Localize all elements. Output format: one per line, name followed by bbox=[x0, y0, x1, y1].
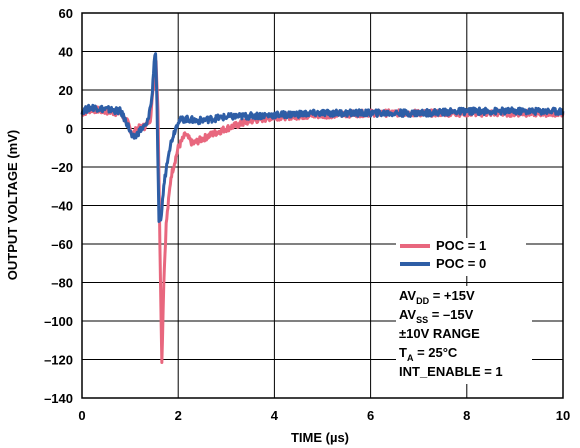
y-tick-label: –100 bbox=[44, 314, 73, 329]
x-tick-label: 6 bbox=[367, 408, 374, 423]
series-line-2 bbox=[80, 52, 565, 223]
x-tick-label: 10 bbox=[556, 408, 570, 423]
annotation-line: AVDD = +15V bbox=[399, 288, 475, 306]
x-tick-label: 2 bbox=[175, 408, 182, 423]
y-tick-label: –60 bbox=[51, 237, 73, 252]
annotation-line: TA = 25°C bbox=[399, 345, 458, 363]
y-tick-label: 20 bbox=[59, 83, 73, 98]
x-tick-label: 8 bbox=[463, 408, 470, 423]
y-axis-label: OUTPUT VOLTAGE (mV) bbox=[5, 130, 20, 280]
series-lines bbox=[80, 52, 565, 365]
legend-label-1: POC = 1 bbox=[436, 238, 486, 253]
y-tick-label: 60 bbox=[59, 6, 73, 21]
plot-frame bbox=[81, 12, 564, 399]
y-tick-label: –20 bbox=[51, 160, 73, 175]
x-tick-labels: 0 2 4 6 8 10 bbox=[78, 408, 570, 423]
y-tick-label: –140 bbox=[44, 391, 73, 406]
y-tick-labels: 60 40 20 0 –20 –40 –60 –80 –100 –120 –140 bbox=[44, 6, 73, 406]
x-tick-label: 0 bbox=[78, 408, 85, 423]
y-tick-label: –40 bbox=[51, 199, 73, 214]
legend-label-2: POC = 0 bbox=[436, 256, 486, 271]
legend: POC = 1 POC = 0 bbox=[396, 238, 526, 276]
y-tick-label: 40 bbox=[59, 45, 73, 60]
x-axis-label: TIME (µs) bbox=[291, 430, 349, 445]
annotation-line: AVSS = –15V bbox=[399, 307, 474, 325]
y-tick-label: –80 bbox=[51, 276, 73, 291]
annotation-line: INT_ENABLE = 1 bbox=[399, 364, 503, 379]
y-tick-label: –120 bbox=[44, 353, 73, 368]
annotation-background bbox=[396, 286, 532, 384]
x-tick-label: 4 bbox=[271, 408, 279, 423]
annotation-line: ±10V RANGE bbox=[399, 326, 480, 341]
y-tick-label: 0 bbox=[66, 122, 73, 137]
